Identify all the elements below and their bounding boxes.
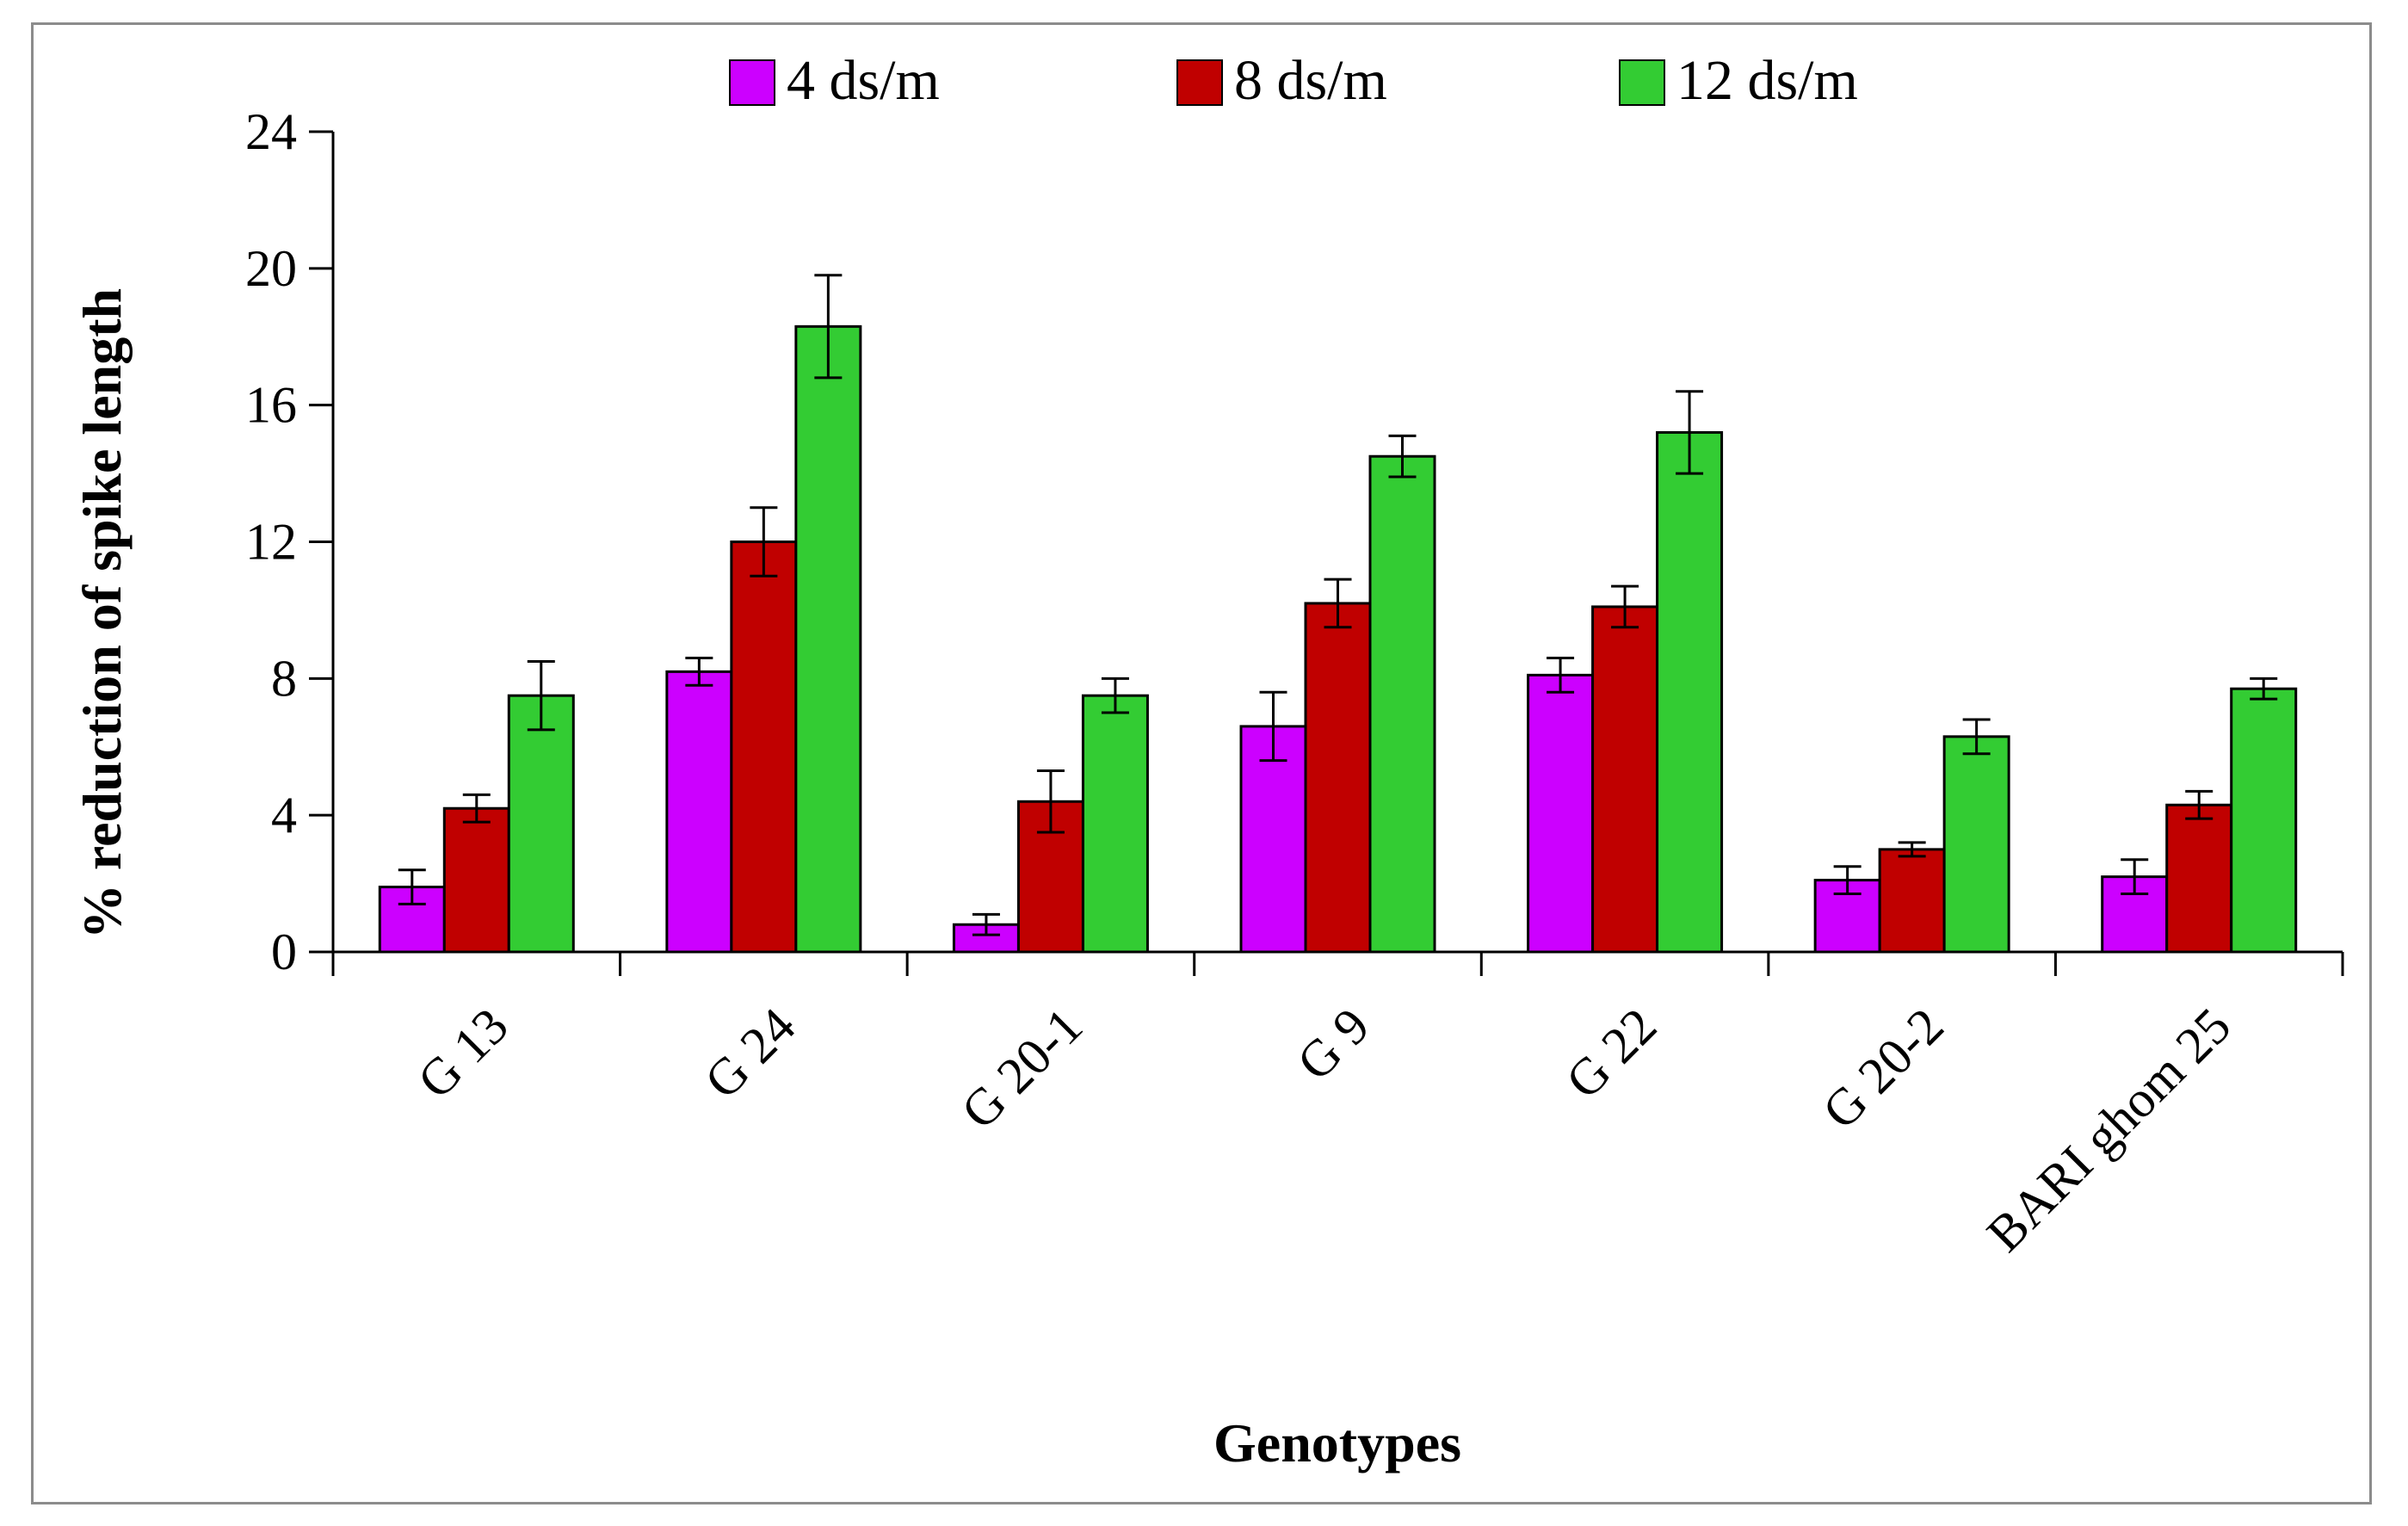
bar xyxy=(1942,735,2010,954)
y-tick-label: 20 xyxy=(245,240,297,297)
bar xyxy=(794,324,862,954)
bar xyxy=(1656,430,1724,954)
bar xyxy=(1304,602,1372,954)
y-tick-label: 24 xyxy=(245,103,297,160)
legend-label: 12 ds/m xyxy=(1676,49,1858,112)
legend-swatch xyxy=(1619,59,1665,106)
y-tick-label: 0 xyxy=(271,924,297,980)
x-tick-label: BARI ghom 25 xyxy=(1976,998,2241,1263)
x-axis-title: Genotypes xyxy=(1213,1412,1461,1473)
y-tick-label: 8 xyxy=(271,650,297,707)
bar xyxy=(1081,694,1149,954)
bars xyxy=(378,324,2298,954)
bar xyxy=(1368,454,1436,954)
y-tick-label: 4 xyxy=(271,787,297,843)
bar xyxy=(507,694,575,954)
y-axis-title: % reduction of spike length xyxy=(71,288,133,939)
x-tick-label: G 9 xyxy=(1287,998,1380,1091)
legend-label: 8 ds/m xyxy=(1234,49,1387,112)
error-bars xyxy=(398,274,2278,936)
legend: 4 ds/m 8 ds/m 12 ds/m xyxy=(729,49,1858,112)
x-tick-label: G 20-1 xyxy=(950,998,1093,1140)
bar xyxy=(730,541,798,954)
x-tick-label: G 20-2 xyxy=(1812,998,1954,1140)
x-tick-labels: G 13 G 24 G 20-1 G 9 G 22 G 20-2 BARI ghom 25 xyxy=(407,998,2242,1263)
legend-swatch xyxy=(729,59,775,106)
bar xyxy=(2230,687,2298,954)
y-tick-label: 12 xyxy=(245,514,297,571)
y-axis-ticks: 0 4 8 12 16 20 24 xyxy=(245,103,333,980)
x-tick-label: G 13 xyxy=(407,998,519,1109)
bar xyxy=(442,806,510,954)
axes xyxy=(309,132,2343,954)
x-tick-label: G 22 xyxy=(1555,998,1667,1109)
bar xyxy=(1591,605,1659,954)
bar xyxy=(2165,803,2233,954)
bar xyxy=(1878,848,1946,954)
x-axis-ticks xyxy=(331,952,2344,976)
legend-swatch xyxy=(1176,59,1223,106)
bar xyxy=(665,670,733,954)
legend-label: 4 ds/m xyxy=(787,49,940,112)
y-tick-label: 16 xyxy=(245,377,297,434)
x-tick-label: G 24 xyxy=(694,998,806,1109)
bar xyxy=(1527,673,1595,954)
chart-frame xyxy=(31,22,2372,1504)
